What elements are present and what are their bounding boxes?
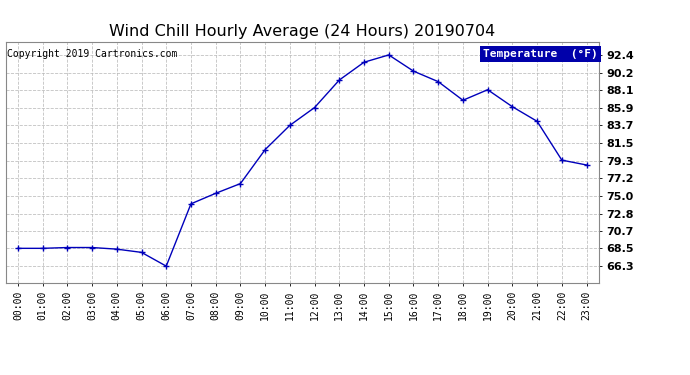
Text: Copyright 2019 Cartronics.com: Copyright 2019 Cartronics.com bbox=[7, 49, 177, 59]
Text: Temperature  (°F): Temperature (°F) bbox=[483, 49, 598, 59]
Title: Wind Chill Hourly Average (24 Hours) 20190704: Wind Chill Hourly Average (24 Hours) 201… bbox=[109, 24, 495, 39]
